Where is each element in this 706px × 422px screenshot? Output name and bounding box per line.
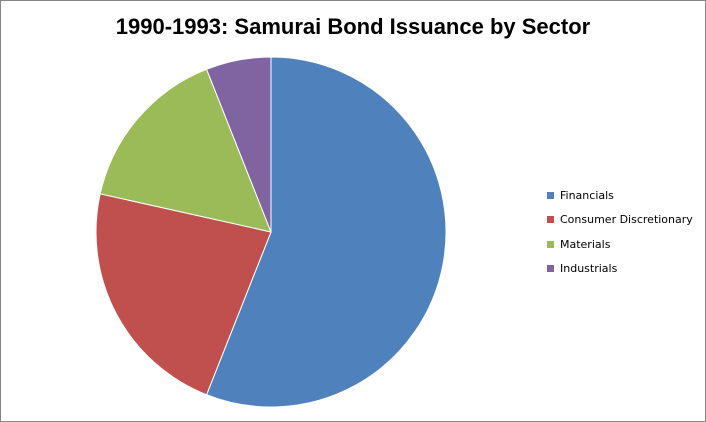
chart-legend: Financials Consumer Discretionary Material… [547,187,693,285]
pie-slice-industrials [205,56,272,233]
legend-swatch-consumer-discretionary [547,216,554,223]
legend-item-consumer-discretionary: Consumer Discretionary [547,212,693,228]
legend-swatch-financials [547,191,554,199]
legend-item-materials: Materials [547,236,693,252]
legend-label-materials: Materials [560,237,611,251]
legend-item-financials: Financials [547,187,693,203]
legend-swatch-materials [547,240,554,248]
legend-label-industrials: Industrials [560,262,618,275]
pie-slice-consumer-discretionary [95,193,272,396]
legend-item-industrials: Industrials [547,261,693,277]
pie-slice-materials [99,68,272,233]
legend-label-financials: Financials [560,188,614,202]
chart-title: 1990-1993: Samurai Bond Issuance by Sect… [115,14,591,39]
legend-swatch-industrials [547,265,554,272]
pie-slice-financials [205,56,447,408]
legend-label-consumer-discretionary: Consumer Discretionary [560,213,693,226]
